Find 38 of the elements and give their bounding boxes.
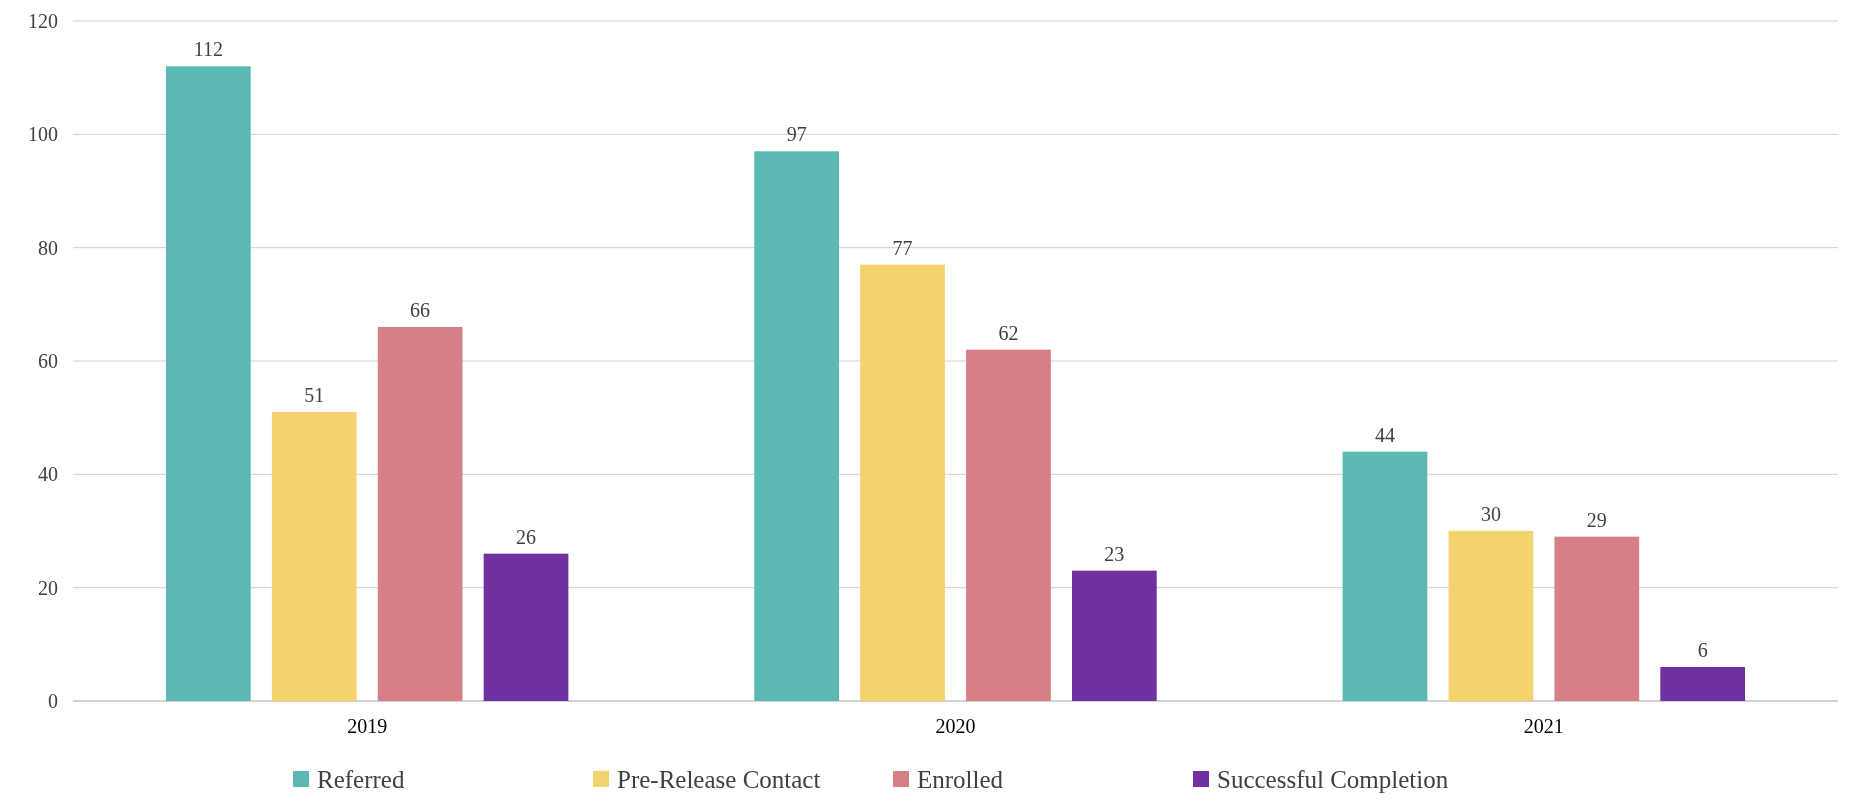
bar: [165, 66, 251, 701]
x-tick-label: 2019: [347, 715, 388, 737]
data-label: 44: [1374, 423, 1395, 446]
data-label: 66: [410, 299, 431, 321]
bar: [1660, 667, 1746, 701]
bar: [860, 264, 945, 701]
data-label: 97: [786, 123, 807, 146]
data-label: 77: [892, 236, 913, 259]
data-label: 62: [998, 321, 1019, 344]
y-tick-label: 60: [38, 350, 58, 372]
legend-label: Successful Completion: [1217, 765, 1449, 793]
bar: [754, 151, 840, 701]
y-tick-label: 20: [38, 576, 58, 599]
legend-label: Enrolled: [917, 765, 1004, 793]
y-tick-label: 100: [28, 123, 58, 146]
data-label: 112: [193, 38, 223, 61]
data-label: 29: [1586, 508, 1607, 531]
data-label: 6: [1697, 639, 1708, 661]
x-tick-label: 2021: [1523, 715, 1564, 737]
data-label: 51: [304, 384, 325, 406]
legend-label: Referred: [317, 765, 405, 793]
bar: [483, 553, 569, 701]
data-label: 26: [516, 525, 537, 548]
bar: [1342, 451, 1428, 701]
data-label: 30: [1480, 503, 1501, 525]
bar: [966, 349, 1051, 701]
bar: [1554, 536, 1640, 701]
legend-label: Pre-Release Contact: [617, 765, 821, 793]
y-tick-label: 120: [28, 10, 58, 32]
y-tick-label: 0: [48, 690, 58, 712]
bar: [1448, 531, 1534, 701]
y-tick-label: 80: [38, 236, 58, 259]
x-tick-label: 2020: [935, 715, 976, 737]
bar: [1071, 570, 1157, 701]
data-label: 23: [1104, 542, 1125, 565]
bar: [377, 327, 463, 701]
y-tick-label: 40: [38, 463, 58, 486]
bar: [271, 412, 357, 701]
